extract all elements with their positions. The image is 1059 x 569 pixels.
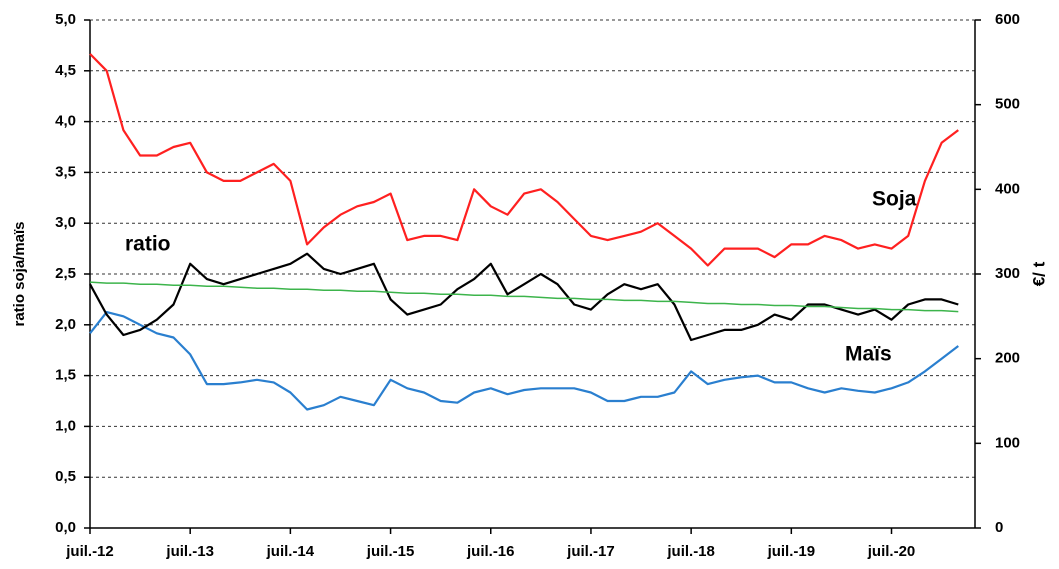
series-line (89, 281, 959, 313)
series-label: Maïs (845, 343, 892, 366)
x-tick-label: juil.-20 (867, 543, 916, 560)
y2-tick-label: 600 (995, 11, 1020, 28)
x-tick-label: juil.-14 (266, 543, 315, 560)
y-axis-label: ratio soja/maïs (11, 221, 28, 326)
y-tick-label: 1,0 (55, 417, 76, 434)
y2-axis-label: €/ t (1029, 261, 1048, 286)
y2-tick-label: 0 (995, 519, 1003, 536)
y2-tick-label: 300 (995, 265, 1020, 282)
y-tick-label: 0,5 (55, 468, 76, 485)
y-tick-label: 0,0 (55, 519, 76, 536)
x-tick-label: juil.-16 (466, 543, 515, 560)
y2-tick-label: 100 (995, 434, 1020, 451)
series-label: ratio (125, 233, 171, 256)
x-tick-label: juil.-13 (165, 543, 214, 560)
x-tick-label: juil.-17 (566, 543, 615, 560)
y-tick-label: 5,0 (55, 11, 76, 28)
series-line (89, 252, 959, 342)
x-tick-label: juil.-12 (65, 543, 114, 560)
y-tick-label: 4,0 (55, 113, 76, 130)
y-tick-label: 2,5 (55, 265, 76, 282)
series-line (89, 53, 959, 267)
x-tick-label: juil.-18 (666, 543, 715, 560)
y2-tick-label: 400 (995, 180, 1020, 197)
y-tick-label: 3,0 (55, 214, 76, 231)
y2-tick-label: 500 (995, 96, 1020, 113)
series-line (89, 311, 959, 411)
x-tick-label: juil.-19 (767, 543, 816, 560)
y-tick-label: 1,5 (55, 367, 76, 384)
x-tick-label: juil.-15 (366, 543, 415, 560)
y-tick-label: 4,5 (55, 62, 76, 79)
y-tick-label: 2,0 (55, 316, 76, 333)
y2-tick-label: 200 (995, 350, 1020, 367)
series-label: Soja (872, 188, 917, 211)
y-tick-label: 3,5 (55, 163, 76, 180)
